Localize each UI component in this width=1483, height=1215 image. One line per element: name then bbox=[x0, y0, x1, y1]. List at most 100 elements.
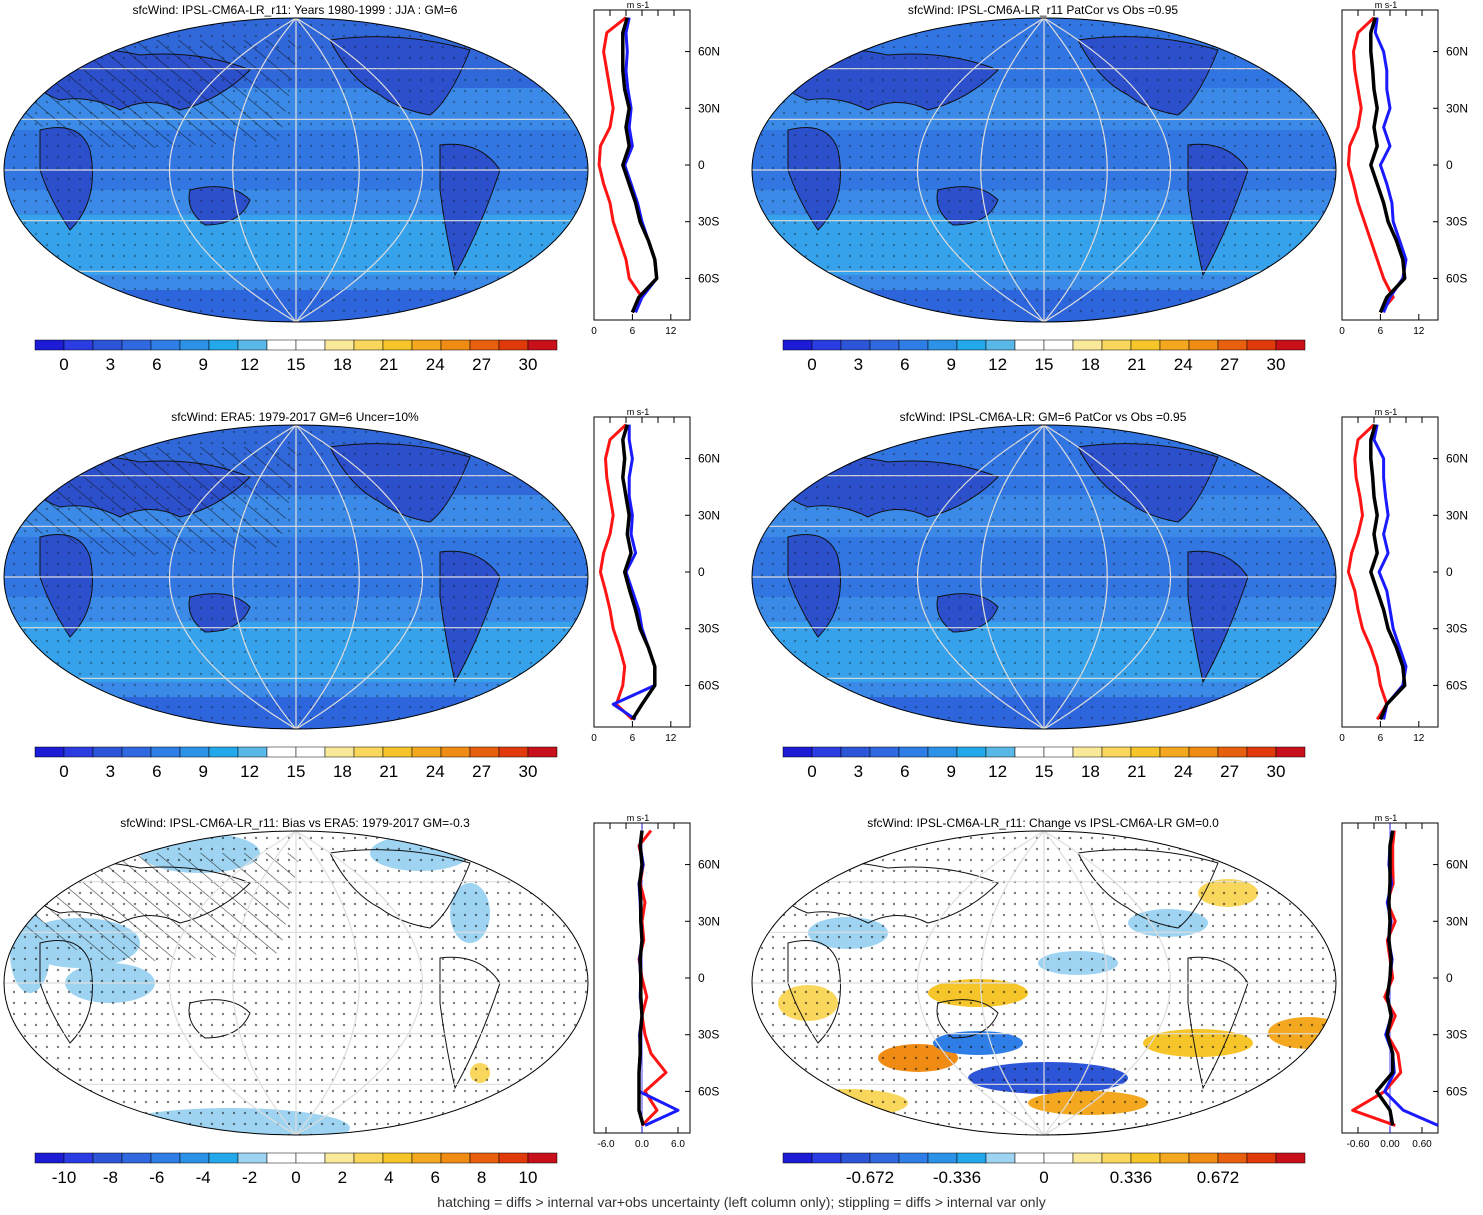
zonal-lat-label: 30N bbox=[1446, 508, 1468, 522]
colorbar-swatch bbox=[382, 1152, 413, 1164]
colorbar-swatch bbox=[927, 1152, 958, 1164]
colorbar-label: 21 bbox=[379, 355, 398, 374]
colorbar-swatch bbox=[63, 339, 94, 351]
map-field bbox=[752, 425, 1336, 729]
colorbar: -0.672 -0.336 0 0.336 0.672 bbox=[782, 1152, 1306, 1187]
colorbar-label: -0.672 bbox=[846, 1168, 894, 1187]
zonal-lat-label: 30N bbox=[698, 101, 720, 115]
zonal-lat-label: 60S bbox=[698, 271, 719, 285]
graticule bbox=[752, 425, 1336, 729]
colorbar-swatch bbox=[1043, 339, 1074, 351]
colorbar-label: 9 bbox=[198, 355, 207, 374]
colorbar-swatch bbox=[266, 339, 297, 351]
colorbar-label: 15 bbox=[1035, 762, 1054, 781]
colorbar-swatch bbox=[869, 746, 900, 758]
colorbar-swatch bbox=[179, 1152, 210, 1164]
colorbar-label: 2 bbox=[338, 1168, 347, 1187]
colorbar-swatch bbox=[927, 339, 958, 351]
zonal-lat-label: 30S bbox=[698, 622, 719, 636]
zonal-units: m s-1 bbox=[627, 0, 650, 10]
colorbar-swatch bbox=[469, 339, 500, 351]
map-field bbox=[4, 18, 588, 322]
colorbar-label: 15 bbox=[287, 762, 306, 781]
map-field bbox=[752, 18, 1336, 322]
colorbar-swatch bbox=[956, 339, 987, 351]
colorbar-swatch bbox=[1159, 746, 1190, 758]
zonal-lat-label: 30N bbox=[698, 914, 720, 928]
zonal-lat-label: 60N bbox=[698, 45, 720, 59]
colorbar-label: 27 bbox=[472, 355, 491, 374]
zonal-series-mean bbox=[637, 830, 645, 1126]
colorbar-label: 0 bbox=[291, 1168, 300, 1187]
graticule bbox=[4, 18, 588, 322]
colorbar-swatch bbox=[469, 1152, 500, 1164]
zonal-x-tick: 0 bbox=[1339, 326, 1345, 337]
colorbar-swatch bbox=[898, 339, 929, 351]
zonal-x-tick: -0.60 bbox=[1347, 1139, 1370, 1150]
map-outline bbox=[3, 424, 589, 730]
colorbar-label: 6 bbox=[430, 1168, 439, 1187]
zonal-lat-label: 60N bbox=[698, 452, 720, 466]
panel-svg: 0 3 6 9 12 15 18 21 24 27 30 m s-1 0 6 12 60N 30N 0 30S 60S bbox=[751, 407, 1468, 781]
colorbar-swatch bbox=[411, 339, 442, 351]
colorbar-swatch bbox=[411, 746, 442, 758]
colorbar-swatch bbox=[1217, 746, 1248, 758]
colorbar-swatch bbox=[353, 1152, 384, 1164]
zonal-lat-label: 60N bbox=[698, 858, 720, 872]
panel-svg: -10 -8 -6 -4 -2 0 2 4 6 8 10 m s-1 -6.0 0.0 6.0 60N 30N 0… bbox=[3, 813, 720, 1187]
colorbar-label: 21 bbox=[379, 762, 398, 781]
map-panel-4: sfcWind: IPSL-CM6A-LR: GM=6 PatCor vs Ob… bbox=[748, 407, 1483, 787]
colorbar-swatch bbox=[1043, 746, 1074, 758]
colorbar-label: 27 bbox=[1220, 762, 1239, 781]
colorbar-label: 6 bbox=[900, 762, 909, 781]
colorbar-swatch bbox=[869, 1152, 900, 1164]
colorbar-swatch bbox=[1101, 1152, 1132, 1164]
zonal-x-tick: 0 bbox=[591, 733, 597, 744]
zonal-mean-plot: m s-1 -6.0 0.0 6.0 60N 30N 0 30S 60S bbox=[593, 813, 720, 1150]
colorbar-label: 9 bbox=[946, 355, 955, 374]
panel-title: sfcWind: IPSL-CM6A-LR_r11: Years 1980-19… bbox=[132, 3, 458, 17]
colorbar-label: 6 bbox=[152, 762, 161, 781]
colorbar-swatch bbox=[440, 1152, 471, 1164]
panel-svg: 0 3 6 9 12 15 18 21 24 27 30 m s-1 0 6 12 60N 30N 0 30S 60S bbox=[3, 407, 720, 781]
colorbar-label: 30 bbox=[519, 762, 538, 781]
colorbar-label: 15 bbox=[1035, 355, 1054, 374]
zonal-series-mean bbox=[621, 424, 657, 721]
zonal-mean-plot: m s-1 0 6 12 60N 30N 0 30S 60S bbox=[1339, 407, 1468, 744]
colorbar-label: 30 bbox=[519, 355, 538, 374]
zonal-series-mean bbox=[1369, 424, 1407, 721]
map-panel-6: sfcWind: IPSL-CM6A-LR_r11: Change vs IPS… bbox=[748, 813, 1483, 1193]
zonal-lat-label: 0 bbox=[1446, 158, 1453, 172]
colorbar-swatch bbox=[527, 339, 558, 351]
colorbar-swatch bbox=[1072, 746, 1103, 758]
map-field bbox=[752, 831, 1336, 1135]
colorbar-label: 0.336 bbox=[1110, 1168, 1153, 1187]
graticule bbox=[752, 18, 1336, 322]
colorbar-swatch bbox=[1188, 1152, 1219, 1164]
colorbar-label: 18 bbox=[333, 762, 352, 781]
colorbar-swatch bbox=[34, 1152, 65, 1164]
colorbar: -10 -8 -6 -4 -2 0 2 4 6 8 10 bbox=[34, 1152, 558, 1187]
colorbar-swatch bbox=[440, 746, 471, 758]
zonal-x-tick: 0.0 bbox=[635, 1139, 649, 1150]
colorbar-swatch bbox=[898, 746, 929, 758]
colorbar-swatch bbox=[840, 1152, 871, 1164]
colorbar-swatch bbox=[1130, 746, 1161, 758]
colorbar-swatch bbox=[1014, 1152, 1045, 1164]
colorbar-label: 27 bbox=[1220, 355, 1239, 374]
colorbar-swatch bbox=[382, 339, 413, 351]
colorbar-label: 24 bbox=[426, 355, 445, 374]
colorbar-swatch bbox=[527, 1152, 558, 1164]
colorbar-swatch bbox=[1014, 746, 1045, 758]
colorbar-label: 0 bbox=[59, 355, 68, 374]
colorbar-label: 8 bbox=[477, 1168, 486, 1187]
colorbar-swatch bbox=[869, 339, 900, 351]
colorbar-swatch bbox=[92, 339, 123, 351]
zonal-x-tick: 12 bbox=[1413, 733, 1425, 744]
colorbar-label: 18 bbox=[1081, 762, 1100, 781]
zonal-series-obs bbox=[597, 16, 644, 314]
zonal-series-mean bbox=[1374, 830, 1395, 1126]
colorbar-swatch bbox=[1275, 1152, 1306, 1164]
colorbar-label: 12 bbox=[240, 355, 259, 374]
colorbar-swatch bbox=[1043, 1152, 1074, 1164]
